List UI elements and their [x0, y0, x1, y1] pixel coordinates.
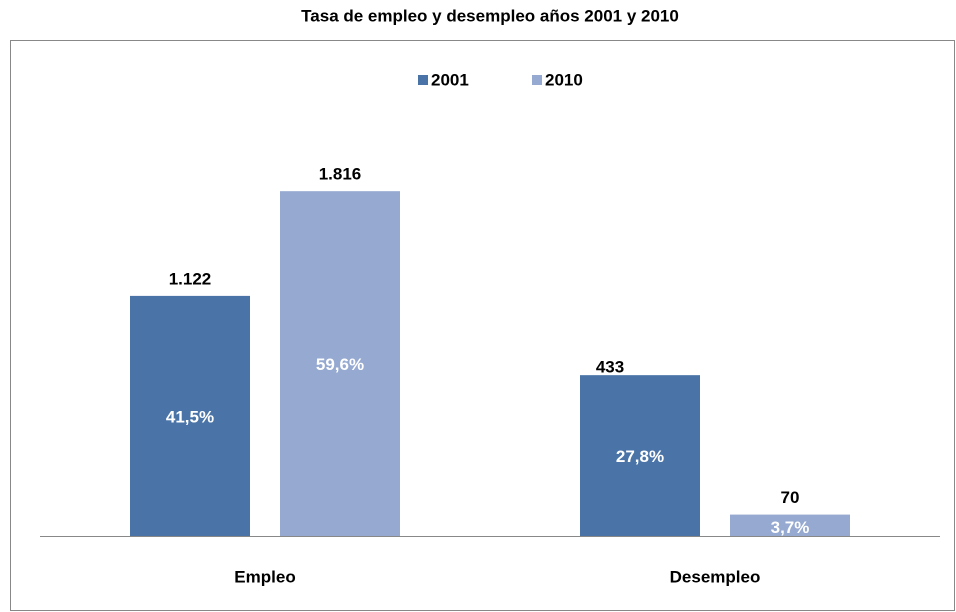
bar	[580, 375, 700, 536]
count-label: 433	[596, 358, 624, 377]
legend-swatch	[418, 75, 428, 85]
value-label: 27,8%	[616, 447, 664, 466]
x-tick-label: Empleo	[234, 567, 295, 586]
value-label: 3,7%	[771, 518, 810, 537]
legend-swatch	[532, 75, 542, 85]
legend-label: 2010	[545, 70, 583, 89]
bar	[130, 295, 250, 536]
legend-label: 2001	[431, 70, 469, 89]
chart-title: Tasa de empleo y desempleo años 2001 y 2…	[301, 6, 679, 25]
value-label: 59,6%	[316, 355, 364, 374]
count-label: 1.122	[169, 269, 212, 288]
count-label: 1.816	[319, 165, 362, 184]
x-tick-label: Desempleo	[670, 567, 761, 586]
value-label: 41,5%	[166, 407, 214, 426]
count-label: 70	[781, 488, 800, 507]
bar	[730, 514, 850, 536]
bar	[280, 191, 400, 536]
